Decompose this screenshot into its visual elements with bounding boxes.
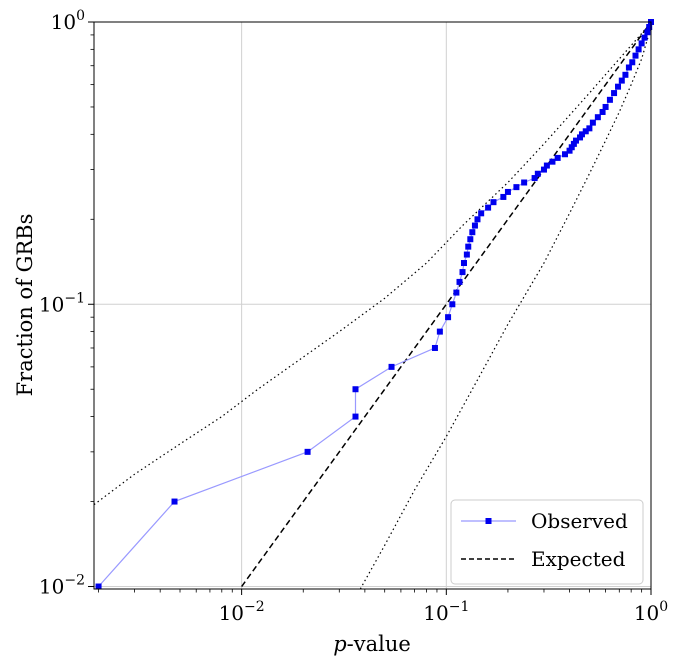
observed-point-22 <box>490 199 497 206</box>
observed-point-18 <box>471 222 478 229</box>
observed-point-32 <box>554 154 561 161</box>
observed-point-9 <box>449 301 456 308</box>
observed-point-57 <box>644 29 651 36</box>
observed-point-15 <box>465 243 472 250</box>
observed-point-21 <box>485 204 492 211</box>
observed-point-49 <box>618 77 625 84</box>
x-tick-label-2: 100 <box>634 599 668 625</box>
observed-point-25 <box>513 184 520 191</box>
observed-point-35 <box>568 144 575 151</box>
observed-point-3 <box>352 413 359 420</box>
lower-band-line <box>359 26 652 590</box>
observed-point-56 <box>641 34 648 41</box>
observed-point-10 <box>453 289 460 296</box>
observed-point-44 <box>599 108 606 115</box>
observed-point-27 <box>531 175 538 182</box>
observed-point-13 <box>460 260 467 267</box>
observed-point-42 <box>589 119 596 126</box>
observed-point-48 <box>615 83 622 90</box>
observed-point-46 <box>606 96 613 103</box>
observed-point-29 <box>540 166 547 173</box>
observed-point-58 <box>646 24 653 31</box>
x-tick-label-0: 10−2 <box>219 599 265 625</box>
observed-point-11 <box>456 278 463 285</box>
observed-point-24 <box>504 188 511 195</box>
observed-point-5 <box>388 363 395 370</box>
observed-point-16 <box>467 236 474 243</box>
observed-point-23 <box>500 193 507 200</box>
plot-frame <box>93 21 652 590</box>
observed-point-51 <box>625 64 632 71</box>
observed-point-17 <box>469 229 476 236</box>
observed-point-50 <box>622 71 629 78</box>
observed-point-7 <box>436 328 443 335</box>
upper-band-line <box>93 21 652 506</box>
observed-point-53 <box>632 52 639 59</box>
legend-observed-label: Observed <box>531 509 628 533</box>
observed-point-40 <box>582 128 589 135</box>
legend-observed-marker <box>485 518 492 524</box>
observed-point-28 <box>534 170 541 177</box>
y-axis-label: Fraction of GRBs <box>13 214 37 397</box>
observed-series <box>95 19 654 590</box>
observed-point-20 <box>478 210 485 217</box>
y-tick-label-0: 10−2 <box>39 573 85 599</box>
observed-point-8 <box>445 314 452 321</box>
observed-point-39 <box>578 131 585 138</box>
legend: Observed Expected <box>450 499 644 585</box>
x-axis-label: p-value <box>333 632 411 656</box>
y-tick-label-1: 10−1 <box>39 290 85 316</box>
observed-point-30 <box>543 162 550 169</box>
observed-point-2 <box>304 448 311 455</box>
observed-point-45 <box>602 103 609 110</box>
expected-line <box>241 21 652 587</box>
observed-point-47 <box>611 90 618 97</box>
observed-point-54 <box>635 46 642 53</box>
observed-point-31 <box>549 158 556 165</box>
observed-point-43 <box>594 114 601 121</box>
observed-point-19 <box>474 216 481 223</box>
observed-point-34 <box>566 147 573 154</box>
plot-area <box>94 22 651 589</box>
observed-point-33 <box>561 151 568 158</box>
observed-point-14 <box>463 251 470 258</box>
observed-point-4 <box>352 386 359 393</box>
observed-point-37 <box>572 137 579 144</box>
observed-point-36 <box>570 140 577 147</box>
x-tick-label-1: 10−1 <box>423 599 469 625</box>
observed-point-38 <box>577 134 584 141</box>
observed-point-6 <box>431 344 438 351</box>
observed-point-12 <box>459 269 466 276</box>
legend-expected-label: Expected <box>531 547 626 571</box>
axis-ticks: 10−2 10−1 100 10−2 10−1 100 <box>39 8 668 625</box>
observed-point-41 <box>586 125 593 132</box>
observed-point-26 <box>521 179 528 186</box>
observed-point-1 <box>171 498 178 505</box>
observed-point-0 <box>95 583 102 590</box>
observed-point-55 <box>638 40 645 47</box>
expected-dashed-line <box>241 21 652 587</box>
y-tick-label-2: 100 <box>51 8 85 34</box>
observed-point-52 <box>629 59 636 66</box>
confidence-bands <box>93 21 652 590</box>
